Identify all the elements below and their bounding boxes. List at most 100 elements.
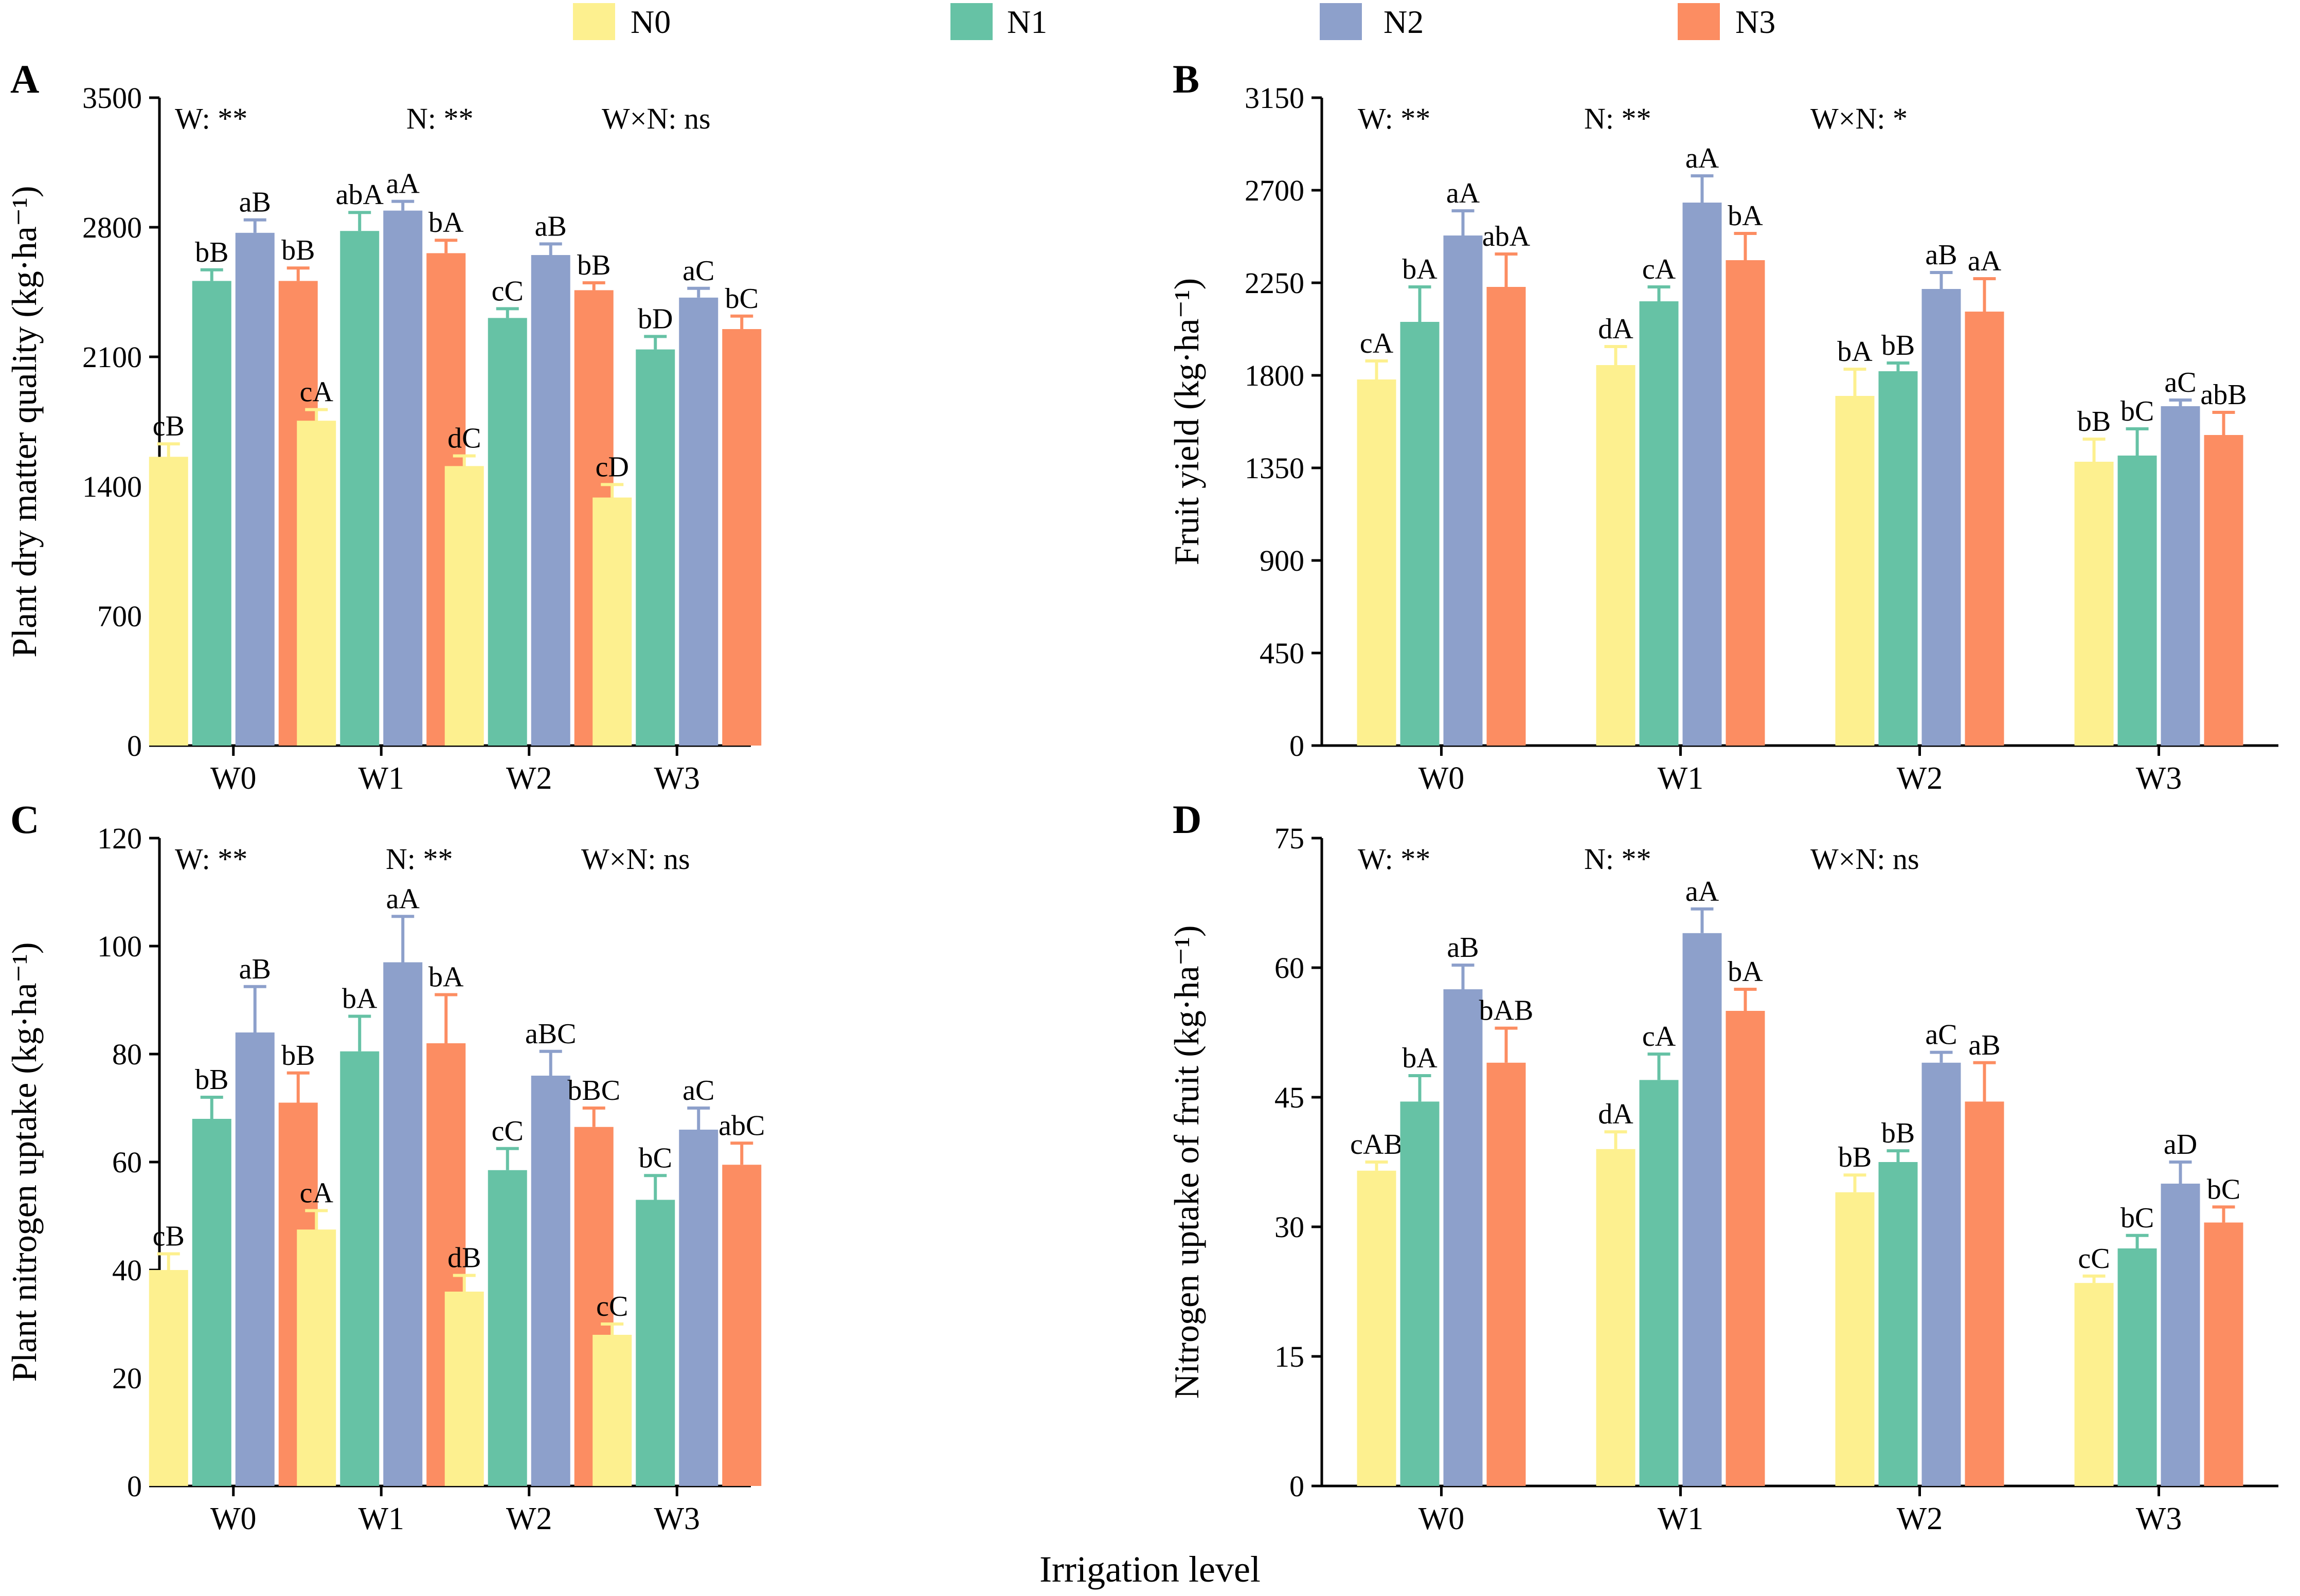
bar-c-w0-n2 [235,1032,275,1486]
stat-wn-d: W×N: ns [1810,842,1919,876]
sig-label-b-w1-n1: cA [1642,253,1676,285]
x-tick-label-c: W2 [506,1501,552,1536]
legend-swatch-n1 [950,3,993,40]
sig-label-a-w0-n0: cB [153,410,185,442]
y-tick-label-b: 900 [1260,544,1304,577]
bar-c-w3-n0 [592,1335,632,1486]
bar-c-w2-n2 [531,1076,570,1486]
y-tick-label-c: 100 [97,930,142,963]
y-tick-label-b: 450 [1260,637,1304,670]
sig-label-a-w2-n0: dC [447,423,481,455]
x-tick-label-d: W3 [2136,1501,2182,1536]
sig-label-c-w0-n1: bB [195,1064,228,1096]
y-tick-label-d: 60 [1274,951,1304,985]
bar-a-w3-n3 [722,329,762,746]
bar-d-w0-n0 [1357,1170,1396,1486]
bar-b-w0-n1 [1400,322,1440,746]
bar-b-w1-n0 [1596,365,1636,746]
bar-b-w0-n0 [1357,379,1396,746]
bar-b-w1-n3 [1726,260,1765,746]
bar-a-w0-n0 [149,457,188,746]
stat-w-d: W: ** [1358,842,1430,876]
legend-label-n0: N0 [631,4,671,40]
sig-label-a-w3-n2: aC [682,255,714,287]
y-tick-label-a: 2800 [82,211,142,244]
stat-n-c: N: ** [386,842,453,876]
y-tick-label-d: 15 [1274,1340,1304,1373]
panel-b: 0 450 900 1350 1800 2250 2700 3150 Fruit yield (… [1167,57,2278,796]
bar-d-w1-n0 [1596,1149,1636,1486]
y-tick-label-a: 700 [97,600,142,633]
panel-a: 0 700 1400 2100 2800 3500 Plant dry matter qua… [5,57,762,796]
x-tick-label-a: W0 [210,761,257,796]
panel-letter-a: A [10,57,39,101]
bar-d-w3-n0 [2074,1283,2114,1486]
x-tick-label-a: W2 [506,761,552,796]
sig-label-b-w3-n2: aC [2164,367,2196,398]
bar-c-w0-n0 [149,1270,188,1486]
y-tick-label-b: 3150 [1245,81,1304,115]
y-tick-label-c: 60 [112,1146,142,1179]
x-tick-label-c: W3 [654,1501,700,1536]
y-tick-label-b: 2700 [1245,174,1304,207]
sig-label-b-w2-n2: aB [1925,239,1957,271]
bar-b-w2-n2 [1921,289,1961,746]
bar-c-w2-n1 [488,1170,527,1486]
bar-a-w2-n1 [488,318,527,746]
stat-n-b: N: ** [1584,102,1651,135]
legend-item-n2: N2 [1320,3,1424,40]
x-tick-label-a: W3 [654,761,700,796]
x-tick-label-b: W0 [1418,761,1465,796]
y-tick-label-a: 0 [127,729,142,763]
sig-label-a-w2-n1: cC [492,275,524,307]
bar-a-w3-n2 [679,297,718,746]
y-tick-label-b: 0 [1289,729,1304,763]
bar-c-w3-n1 [636,1200,675,1486]
bar-c-w2-n0 [444,1292,484,1486]
bar-b-w3-n3 [2204,435,2243,746]
y-tick-label-a: 3500 [82,81,142,115]
sig-label-a-w3-n0: cD [596,451,629,483]
stat-wn-c: W×N: ns [581,842,690,876]
sig-label-d-w0-n0: cAB [1350,1129,1403,1160]
sig-label-b-w0-n2: aA [1446,177,1480,209]
bar-b-w3-n2 [2161,406,2200,746]
sig-label-b-w2-n3: aA [1968,245,2002,277]
x-tick-label-d: W2 [1897,1501,1943,1536]
panel-letter-d: D [1173,797,1201,842]
sig-label-b-w2-n1: bB [1881,330,1915,361]
sig-label-c-w3-n0: cC [596,1291,628,1322]
sig-label-b-w1-n3: bA [1728,200,1763,232]
y-axis-title-c: Plant nitrogen uptake (kg·ha⁻¹) [5,942,44,1382]
bar-b-w2-n3 [1965,312,2004,746]
sig-label-a-w1-n3: bA [428,207,464,239]
sig-label-c-w2-n3: bBC [567,1075,620,1107]
bar-b-w1-n2 [1682,203,1722,746]
legend-swatch-n3 [1678,3,1720,40]
y-axis-title-a: Plant dry matter quality (kg·ha⁻¹) [5,186,44,657]
bar-d-w3-n1 [2117,1248,2157,1486]
legend-swatch-n2 [1320,3,1362,40]
legend-label-n2: N2 [1383,4,1424,40]
sig-label-a-w1-n2: aA [386,168,420,200]
bar-d-w2-n3 [1965,1101,2004,1486]
bar-c-w1-n1 [340,1051,380,1486]
sig-label-a-w1-n1: abA [336,179,384,211]
sig-label-b-w1-n0: dA [1598,313,1633,345]
y-tick-label-c: 0 [127,1470,142,1503]
bar-a-w3-n0 [592,497,632,746]
y-tick-label-b: 2250 [1245,266,1304,300]
sig-label-a-w3-n3: bC [725,283,759,315]
y-tick-label-c: 40 [112,1254,142,1287]
bar-a-w1-n2 [383,210,423,746]
sig-label-b-w0-n1: bA [1402,253,1438,285]
panel-d: 0 15 30 45 60 75 Nitrogen uptake of fruit (kg·… [1167,797,2278,1536]
bar-c-w1-n2 [383,962,423,1486]
sig-label-d-w0-n2: aB [1447,932,1479,964]
bar-b-w2-n0 [1835,396,1875,746]
y-tick-label-b: 1350 [1245,451,1304,485]
sig-label-a-w0-n2: aB [239,187,271,219]
bar-a-w2-n2 [531,255,570,746]
y-axis-title-d: Nitrogen uptake of fruit (kg·ha⁻¹) [1167,925,1206,1399]
